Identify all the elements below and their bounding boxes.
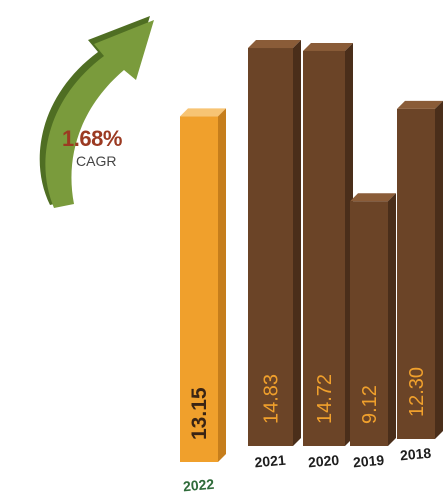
value-label-2018: 12.30 — [406, 367, 428, 417]
value-label-2022: 13.15 — [188, 387, 211, 440]
bar-front-2018 — [397, 108, 435, 439]
bar-2022: 13.15 2022 — [180, 108, 226, 493]
year-label-2021: 2021 — [254, 452, 287, 471]
year-label-2022: 2022 — [182, 476, 215, 493]
bar-front-2021 — [248, 48, 293, 446]
bar-2021: 14.83 2021 — [248, 40, 301, 470]
bar-side-2022 — [218, 108, 226, 462]
bar-side-2021 — [293, 40, 301, 446]
bar-2018: 12.30 2018 — [397, 100, 443, 464]
bar-top-2019 — [350, 193, 396, 202]
year-label-2018: 2018 — [399, 445, 432, 464]
growth-arrow-body — [45, 20, 154, 208]
bar-2020: 14.72 2020 — [303, 42, 353, 471]
bar-top-2022 — [180, 108, 226, 117]
bar-top-2018 — [397, 100, 443, 109]
bar-top-2021 — [248, 40, 301, 49]
cagr-label: CAGR — [76, 153, 117, 169]
bar-side-2018 — [435, 100, 443, 439]
year-label-2019: 2019 — [352, 452, 385, 471]
value-label-2020: 14.72 — [314, 374, 336, 424]
value-label-2019: 9.12 — [359, 385, 381, 424]
value-label-2021: 14.83 — [261, 374, 283, 424]
bar-front-2019 — [350, 201, 388, 446]
cagr-value: 1.68% — [62, 126, 122, 151]
bar-front-2020 — [303, 50, 345, 447]
bar-2019: 9.12 2019 — [350, 193, 396, 470]
bar-side-2019 — [388, 193, 396, 446]
bar-top-2020 — [303, 42, 353, 51]
bar-front-2022 — [180, 116, 218, 462]
bars: 13.15 2022 14.83 2021 14.72 2020 9.12 2019 12.30… — [180, 40, 443, 493]
year-label-2020: 2020 — [307, 452, 340, 471]
growth-arrow-icon — [39, 16, 154, 208]
